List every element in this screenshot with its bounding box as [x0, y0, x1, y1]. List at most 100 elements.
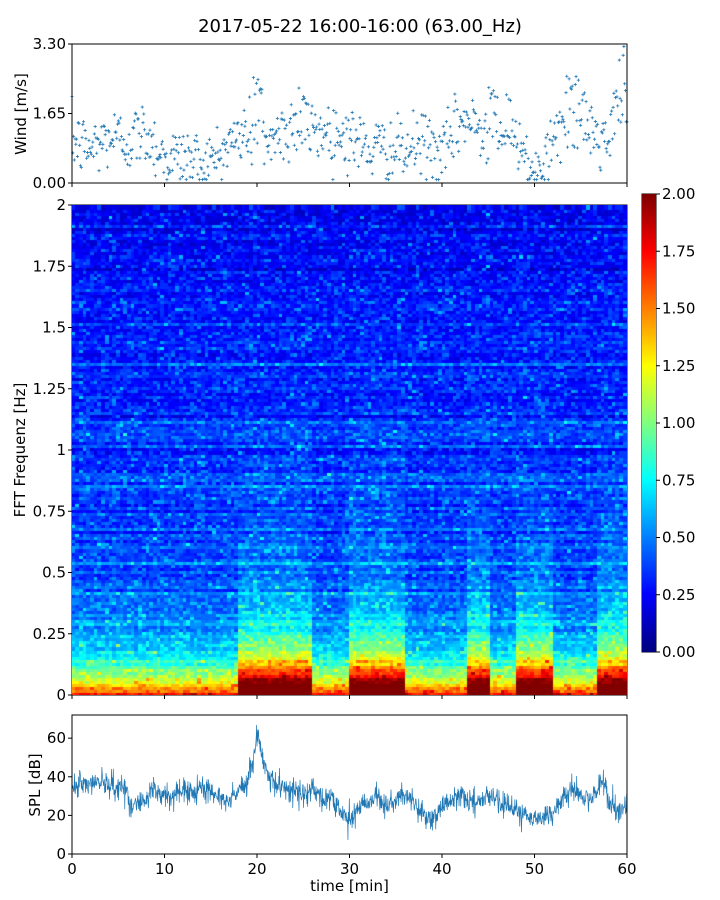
- wind-point: [522, 159, 526, 164]
- spl-xtick-label: 20: [247, 860, 266, 878]
- wind-point: [266, 150, 270, 154]
- wind-point: [450, 151, 454, 155]
- spl-y-axis-label: SPL [dB]: [26, 753, 44, 816]
- wind-point: [168, 170, 172, 174]
- wind-point: [430, 130, 434, 134]
- wind-point: [327, 148, 331, 153]
- wind-point: [391, 143, 395, 147]
- wind-point: [162, 170, 166, 175]
- wind-point: [216, 150, 220, 154]
- wind-point: [335, 126, 339, 130]
- wind-point: [299, 130, 303, 134]
- wind-point: [544, 136, 548, 140]
- wind-point: [295, 148, 299, 152]
- wind-point: [332, 108, 336, 113]
- wind-point: [89, 152, 93, 156]
- wind-point: [600, 131, 604, 135]
- wind-point: [495, 95, 499, 99]
- spectrogram-ytick-label: 0.5: [42, 564, 66, 582]
- wind-point: [152, 121, 157, 125]
- wind-point: [190, 175, 195, 180]
- wind-point: [502, 134, 506, 138]
- wind-point: [328, 140, 333, 144]
- wind-point: [92, 155, 96, 159]
- wind-point: [488, 96, 492, 100]
- wind-point: [260, 87, 264, 91]
- wind-point: [230, 130, 235, 134]
- wind-point: [443, 131, 447, 135]
- wind-point: [233, 145, 237, 149]
- wind-point: [80, 135, 84, 140]
- wind-point: [374, 123, 378, 127]
- wind-point: [176, 151, 181, 155]
- wind-point: [206, 165, 210, 169]
- wind-point: [490, 92, 494, 96]
- wind-point: [607, 139, 611, 144]
- wind-point: [220, 142, 225, 146]
- wind-point: [608, 153, 612, 157]
- wind-point: [603, 139, 607, 144]
- wind-point: [112, 144, 116, 149]
- wind-point: [621, 53, 625, 57]
- wind-point: [300, 141, 304, 145]
- wind-point: [517, 160, 521, 164]
- wind-point: [254, 81, 259, 85]
- wind-point: [321, 147, 325, 151]
- wind-point: [378, 129, 382, 133]
- wind-point: [95, 151, 99, 155]
- wind-point: [441, 124, 445, 128]
- wind-point: [444, 165, 448, 170]
- wind-point: [458, 115, 462, 119]
- spectrogram-ytick-label: 1.75: [33, 257, 66, 275]
- wind-point: [426, 124, 430, 129]
- wind-point: [616, 118, 621, 122]
- wind-point: [339, 145, 343, 149]
- wind-point: [487, 86, 491, 90]
- wind-point: [437, 178, 441, 182]
- wind-point: [348, 136, 352, 141]
- wind-point: [515, 145, 519, 149]
- wind-point: [538, 169, 543, 173]
- wind-point: [561, 117, 565, 121]
- wind-point: [315, 149, 320, 153]
- wind-point: [558, 110, 562, 114]
- wind-point: [316, 154, 320, 158]
- wind-point: [509, 142, 513, 146]
- wind-point: [471, 98, 475, 102]
- wind-point: [246, 150, 250, 154]
- wind-point: [451, 155, 455, 159]
- wind-point: [442, 133, 446, 137]
- wind-point: [550, 139, 554, 143]
- wind-point: [494, 129, 499, 134]
- wind-point: [476, 122, 480, 126]
- wind-point: [341, 121, 345, 125]
- colorbar-tick-label: 1.00: [662, 414, 695, 432]
- spl-xtick-label: 50: [525, 860, 544, 878]
- wind-point: [362, 142, 367, 146]
- colorbar: 0.00 0.25 0.50 0.75 1.00 1.25 1.50 1.75 2.00: [641, 185, 695, 661]
- wind-point: [161, 147, 165, 151]
- wind-point: [182, 168, 186, 172]
- wind-point: [612, 91, 616, 95]
- wind-point: [536, 155, 540, 159]
- wind-point: [138, 156, 142, 160]
- wind-point: [287, 160, 291, 164]
- wind-point: [339, 140, 343, 144]
- spl-line: [71, 724, 628, 840]
- wind-point: [297, 86, 301, 90]
- wind-point: [423, 114, 428, 118]
- colorbar-tick-label: 0.00: [662, 643, 695, 661]
- wind-point: [575, 119, 579, 123]
- wind-point: [165, 178, 169, 182]
- wind-point: [160, 139, 164, 143]
- wind-point: [204, 178, 208, 182]
- wind-point: [346, 118, 350, 122]
- wind-point: [247, 138, 251, 142]
- wind-point: [381, 147, 385, 151]
- wind-point: [560, 115, 564, 119]
- spectrogram-ytick-label: 0.75: [33, 502, 66, 520]
- wind-point: [252, 137, 256, 141]
- wind-point: [146, 132, 151, 136]
- wind-point: [605, 150, 609, 154]
- wind-point: [77, 121, 81, 126]
